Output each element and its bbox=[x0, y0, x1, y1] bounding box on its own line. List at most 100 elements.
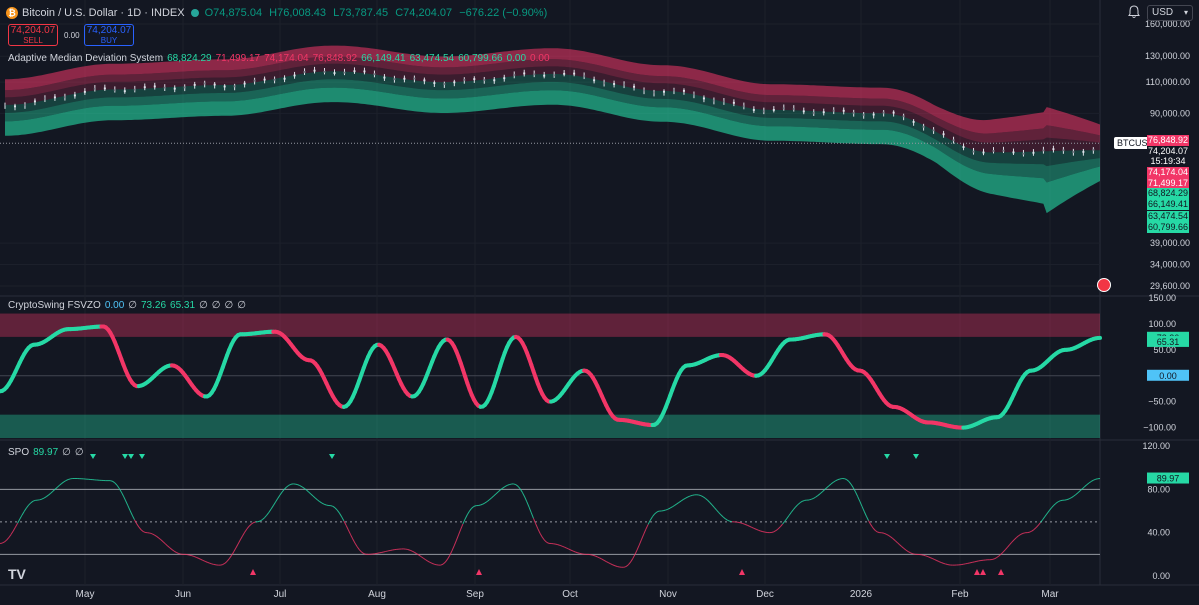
spo-line-segment bbox=[815, 495, 819, 498]
spo-tick-label: 40.00 bbox=[1147, 528, 1170, 538]
spo-line-segment bbox=[1090, 479, 1094, 482]
symbol-title[interactable]: Bitcoin / U.S. Dollar · 1D · INDEX bbox=[22, 7, 185, 19]
spo-line-segment bbox=[442, 561, 446, 565]
spo-line-segment bbox=[356, 546, 360, 550]
price-tag: 74,204.07 bbox=[1147, 146, 1189, 157]
spo-line-segment bbox=[237, 539, 241, 545]
bitcoin-icon: ₿ bbox=[6, 7, 18, 19]
spo-line-segment bbox=[656, 510, 660, 513]
spo-line-segment bbox=[724, 518, 728, 521]
spo-line-segment bbox=[143, 531, 146, 533]
spo-line-segment bbox=[264, 514, 268, 519]
amds-legend[interactable]: Adaptive Median Deviation System 68,824.… bbox=[8, 53, 554, 64]
spo-line-segment bbox=[314, 497, 318, 501]
spo-line-segment bbox=[169, 547, 173, 550]
spo-line-segment bbox=[1029, 530, 1032, 533]
spo-line-segment bbox=[4, 539, 7, 543]
spo-line-segment bbox=[253, 521, 256, 524]
price-tick-label: 110,000.00 bbox=[1146, 77, 1190, 87]
candle-body bbox=[722, 100, 725, 103]
spo-line-segment bbox=[848, 480, 852, 485]
spo-line-segment bbox=[458, 529, 462, 536]
spo-line-segment bbox=[566, 547, 569, 550]
time-tick-label: Aug bbox=[368, 589, 386, 600]
alert-bell-icon[interactable] bbox=[1127, 5, 1141, 19]
amds-band bbox=[5, 71, 1100, 167]
spo-line-segment bbox=[749, 525, 752, 528]
spo-line-segment bbox=[191, 555, 195, 557]
candle-body bbox=[43, 97, 46, 100]
spo-line-segment bbox=[231, 551, 235, 556]
spo-line-segment bbox=[649, 516, 653, 521]
candle-body bbox=[752, 109, 755, 111]
candle-body bbox=[253, 79, 256, 82]
spo-line-segment bbox=[154, 534, 157, 537]
price-axis[interactable]: 160,000.00 130,000.00 110,000.00 90,000.00 3… bbox=[1142, 19, 1190, 581]
spo-line-segment bbox=[431, 562, 435, 565]
spo-line-segment bbox=[1020, 532, 1024, 535]
spo-line-segment bbox=[50, 490, 54, 494]
amds-value: 63,474.54 bbox=[409, 53, 455, 64]
candle-body bbox=[173, 87, 176, 90]
amds-value: 60,799.66 bbox=[458, 53, 503, 64]
fsvzo-legend[interactable]: CryptoSwing FSVZO 0.00 ∅ 73.26 65.31 ∅ ∅ ∅ ∅ bbox=[8, 300, 250, 311]
spo-sell-marker bbox=[139, 454, 145, 459]
open-value: O74,875.04 bbox=[204, 7, 263, 19]
spo-sell-marker bbox=[122, 454, 128, 459]
time-tick-label: May bbox=[76, 589, 95, 600]
candle-body bbox=[802, 110, 805, 113]
spo-line-segment bbox=[689, 494, 693, 497]
spo-line-segment bbox=[539, 533, 543, 538]
market-status-icon bbox=[190, 9, 199, 17]
spo-line-segment bbox=[515, 484, 519, 487]
candle-body bbox=[403, 77, 406, 80]
spo-line-segment bbox=[850, 483, 854, 488]
fsvzo-oversold-zone bbox=[0, 414, 1100, 438]
spo-line-segment bbox=[861, 505, 865, 512]
amds-value: 0.00 bbox=[506, 53, 527, 64]
spo-line-segment bbox=[1079, 488, 1083, 492]
spo-line-segment bbox=[991, 558, 995, 561]
spo-line-segment bbox=[1055, 501, 1059, 504]
candle-body bbox=[1032, 151, 1035, 154]
spo-line-segment bbox=[555, 543, 558, 546]
fsvzo-name[interactable]: CryptoSwing FSVZO bbox=[8, 300, 101, 311]
candle-body bbox=[633, 85, 636, 88]
time-tick-label: Mar bbox=[1041, 589, 1059, 600]
low-value: L73,787.45 bbox=[333, 7, 389, 19]
spo-line-segment bbox=[429, 561, 433, 564]
flag-icon[interactable] bbox=[1097, 278, 1111, 292]
candle-body bbox=[1072, 151, 1075, 153]
spo-line-segment bbox=[14, 522, 19, 528]
time-axis[interactable]: May Jun Jul Aug Sep Oct Nov Dec 2026 Feb Mar bbox=[76, 589, 1060, 600]
sell-button[interactable]: 74,204.07 SELL bbox=[8, 24, 58, 46]
fsvzo-tick-label: −50.00 bbox=[1148, 397, 1176, 407]
spo-line-segment bbox=[643, 528, 647, 535]
amds-name[interactable]: Adaptive Median Deviation System bbox=[8, 53, 164, 64]
buy-button[interactable]: 74,204.07 BUY bbox=[84, 24, 134, 46]
currency-select[interactable]: USD ▾ bbox=[1147, 5, 1193, 21]
symbol-header[interactable]: ₿ Bitcoin / U.S. Dollar · 1D · INDEX O74… bbox=[6, 7, 551, 19]
spo-line-segment bbox=[614, 565, 618, 567]
spo-line-segment bbox=[363, 553, 367, 555]
price-tick-label: 39,000.00 bbox=[1150, 238, 1190, 248]
spo-line-segment bbox=[758, 529, 761, 532]
spo-line-segment bbox=[489, 497, 492, 501]
spo-legend[interactable]: SPO 89.97 ∅ ∅ bbox=[8, 447, 88, 458]
spo-line-segment bbox=[1015, 535, 1019, 539]
spo-line-segment bbox=[564, 546, 567, 549]
main-price-pane[interactable] bbox=[0, 45, 1100, 214]
time-tick-label: Sep bbox=[466, 589, 484, 600]
spo-line-segment bbox=[486, 499, 490, 502]
price-tick-label: 90,000.00 bbox=[1150, 108, 1190, 118]
spo-line-segment bbox=[500, 487, 503, 491]
spo-name[interactable]: SPO bbox=[8, 447, 30, 458]
spo-pane[interactable] bbox=[0, 454, 1101, 575]
spo-line-segment bbox=[422, 557, 426, 561]
spo-line-segment bbox=[899, 544, 902, 547]
spo-line-segment bbox=[312, 495, 316, 499]
fsvzo-pane[interactable] bbox=[0, 313, 1102, 438]
spo-line-segment bbox=[272, 501, 276, 506]
spo-line-segment bbox=[261, 517, 265, 521]
